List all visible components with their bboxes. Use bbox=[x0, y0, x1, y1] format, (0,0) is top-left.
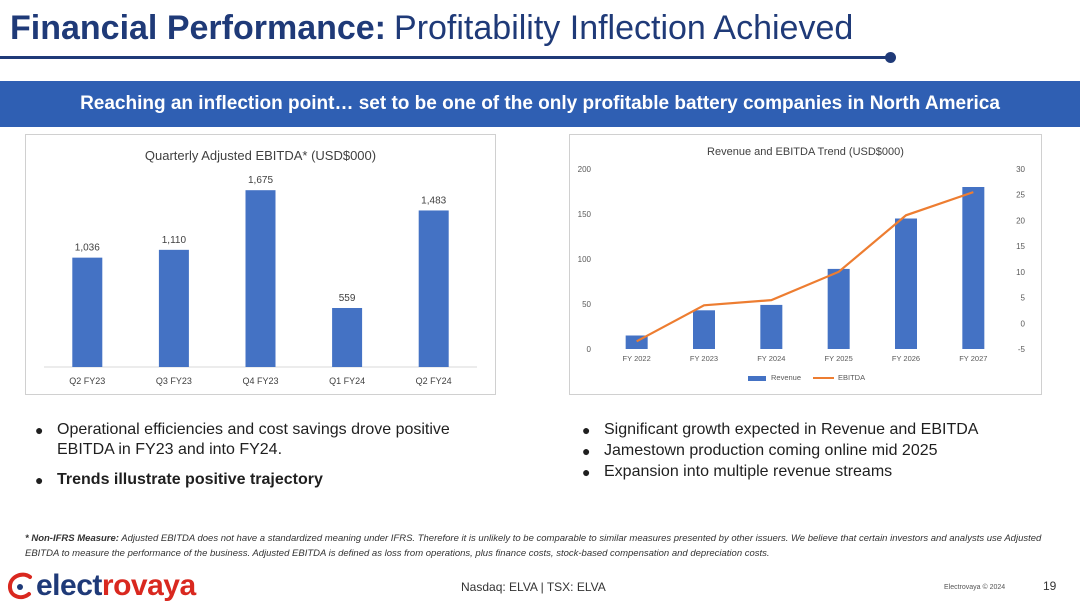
bullet-item: ● Jamestown production coming online mid … bbox=[576, 441, 1046, 461]
x-tick-label: Q2 FY24 bbox=[416, 376, 452, 386]
banner-text: Reaching an inflection point… set to be … bbox=[80, 93, 1000, 114]
chart-title: Revenue and EBITDA Trend (USD$000) bbox=[707, 146, 904, 158]
revenue-bar bbox=[962, 187, 985, 349]
bullet-item: ● Operational efficiencies and cost savin… bbox=[29, 420, 499, 460]
bar bbox=[245, 190, 276, 367]
y-right-tick-label: 30 bbox=[1016, 165, 1025, 174]
bullet-text: Jamestown production coming online mid 2… bbox=[604, 442, 938, 459]
revenue-bar bbox=[760, 304, 783, 349]
x-tick-label: Q1 FY24 bbox=[329, 376, 365, 386]
x-tick-label: FY 2026 bbox=[892, 354, 920, 363]
y-left-tick-label: 100 bbox=[578, 255, 592, 264]
footnote-text: Adjusted EBITDA does not have a standard… bbox=[25, 533, 1042, 559]
bullet-dot: ● bbox=[582, 443, 591, 459]
revenue-ebitda-svg: Revenue and EBITDA Trend (USD$000)050100… bbox=[578, 146, 1026, 382]
x-tick-label: Q3 FY23 bbox=[156, 376, 192, 386]
x-tick-label: FY 2023 bbox=[690, 354, 718, 363]
legend-label-ebitda: EBITDA bbox=[838, 373, 865, 382]
logo-wordmark: electrovaya bbox=[36, 569, 196, 603]
y-left-tick-label: 150 bbox=[578, 210, 592, 219]
revenue-bar bbox=[693, 310, 715, 349]
title-underline bbox=[0, 56, 890, 59]
headline-banner: Reaching an inflection point… set to be … bbox=[0, 81, 1080, 127]
chart-title: Quarterly Adjusted EBITDA* (USD$000) bbox=[145, 148, 376, 163]
quarterly-ebitda-svg: Quarterly Adjusted EBITDA* (USD$000) 1,03… bbox=[44, 148, 477, 386]
title-light: Profitability Inflection Achieved bbox=[394, 9, 854, 47]
x-tick-label: FY 2022 bbox=[623, 354, 651, 363]
slide-title: Financial Performance: Profitability Infl… bbox=[10, 6, 853, 57]
x-tick-label: Q4 FY23 bbox=[242, 376, 278, 386]
y-right-tick-label: 5 bbox=[1021, 294, 1026, 303]
legend-label-revenue: Revenue bbox=[771, 373, 801, 382]
data-label: 1,036 bbox=[75, 243, 100, 254]
x-tick-label: FY 2027 bbox=[959, 354, 987, 363]
non-ifrs-footnote: * Non-IFRS Measure: Adjusted EBITDA does… bbox=[25, 531, 1060, 561]
x-tick-label: Q2 FY23 bbox=[69, 376, 105, 386]
bullet-item: ● Trends illustrate positive trajectory bbox=[29, 470, 499, 490]
bullet-dot: ● bbox=[582, 422, 591, 438]
logo-wordmark-suffix: rovaya bbox=[101, 569, 196, 602]
bullet-dot: ● bbox=[35, 422, 44, 438]
quarterly-ebitda-chart: Quarterly Adjusted EBITDA* (USD$000) 1,03… bbox=[25, 134, 496, 395]
y-left-tick-label: 200 bbox=[578, 165, 592, 174]
page-number: 19 bbox=[1043, 579, 1057, 593]
bullet-item: ● Expansion into multiple revenue streams bbox=[576, 462, 1046, 482]
bar bbox=[72, 257, 103, 367]
x-tick-label: FY 2025 bbox=[825, 354, 853, 363]
bullet-text: Operational efficiencies and cost saving… bbox=[57, 421, 450, 458]
title-underline-dot bbox=[885, 52, 896, 63]
bar bbox=[158, 249, 189, 367]
y-right-tick-label: 15 bbox=[1016, 242, 1025, 251]
y-right-tick-label: 10 bbox=[1016, 268, 1025, 277]
revenue-ebitda-trend-chart: Revenue and EBITDA Trend (USD$000) 0 50 100… bbox=[569, 134, 1042, 395]
bullet-text: Significant growth expected in Revenue a… bbox=[604, 421, 979, 438]
bullet-text: Trends illustrate positive trajectory bbox=[57, 471, 323, 488]
bullet-dot: ● bbox=[582, 464, 591, 480]
revenue-bar bbox=[895, 218, 917, 349]
logo-wordmark-prefix: elect bbox=[36, 569, 102, 602]
data-label: 1,675 bbox=[248, 175, 273, 186]
exchange-listing: Nasdaq: ELVA | TSX: ELVA bbox=[461, 580, 606, 594]
bar bbox=[332, 307, 363, 367]
y-right-tick-label: 25 bbox=[1016, 191, 1025, 200]
y-left-tick-label: 50 bbox=[582, 300, 591, 309]
bullet-list-right: ● Significant growth expected in Revenue … bbox=[576, 420, 1046, 483]
data-label: 1,483 bbox=[421, 195, 446, 206]
logo-swirl-icon bbox=[8, 572, 32, 600]
y-right-tick-label: -5 bbox=[1018, 345, 1026, 354]
footnote-label: * Non-IFRS Measure: bbox=[25, 533, 119, 544]
y-right-tick-label: 20 bbox=[1016, 216, 1025, 225]
bullet-item: ● Significant growth expected in Revenue … bbox=[576, 420, 1046, 440]
y-right-tick-label: 0 bbox=[1021, 319, 1026, 328]
y-left-tick-label: 0 bbox=[587, 345, 592, 354]
x-tick-label: FY 2024 bbox=[757, 354, 785, 363]
ebitda-line bbox=[636, 191, 974, 343]
legend-swatch-revenue bbox=[748, 376, 766, 381]
data-label: 559 bbox=[339, 293, 356, 304]
bar bbox=[418, 210, 449, 367]
revenue-bar bbox=[827, 268, 850, 349]
bullet-dot: ● bbox=[35, 472, 44, 488]
copyright: Electrovaya © 2024 bbox=[944, 584, 1006, 591]
data-label: 1,110 bbox=[162, 235, 187, 246]
bullet-text: Expansion into multiple revenue streams bbox=[604, 463, 893, 480]
electrovaya-logo: electrovaya bbox=[6, 568, 196, 604]
title-strong: Financial Performance: bbox=[10, 9, 387, 47]
bullet-list-left: ● Operational efficiencies and cost savin… bbox=[29, 420, 499, 500]
